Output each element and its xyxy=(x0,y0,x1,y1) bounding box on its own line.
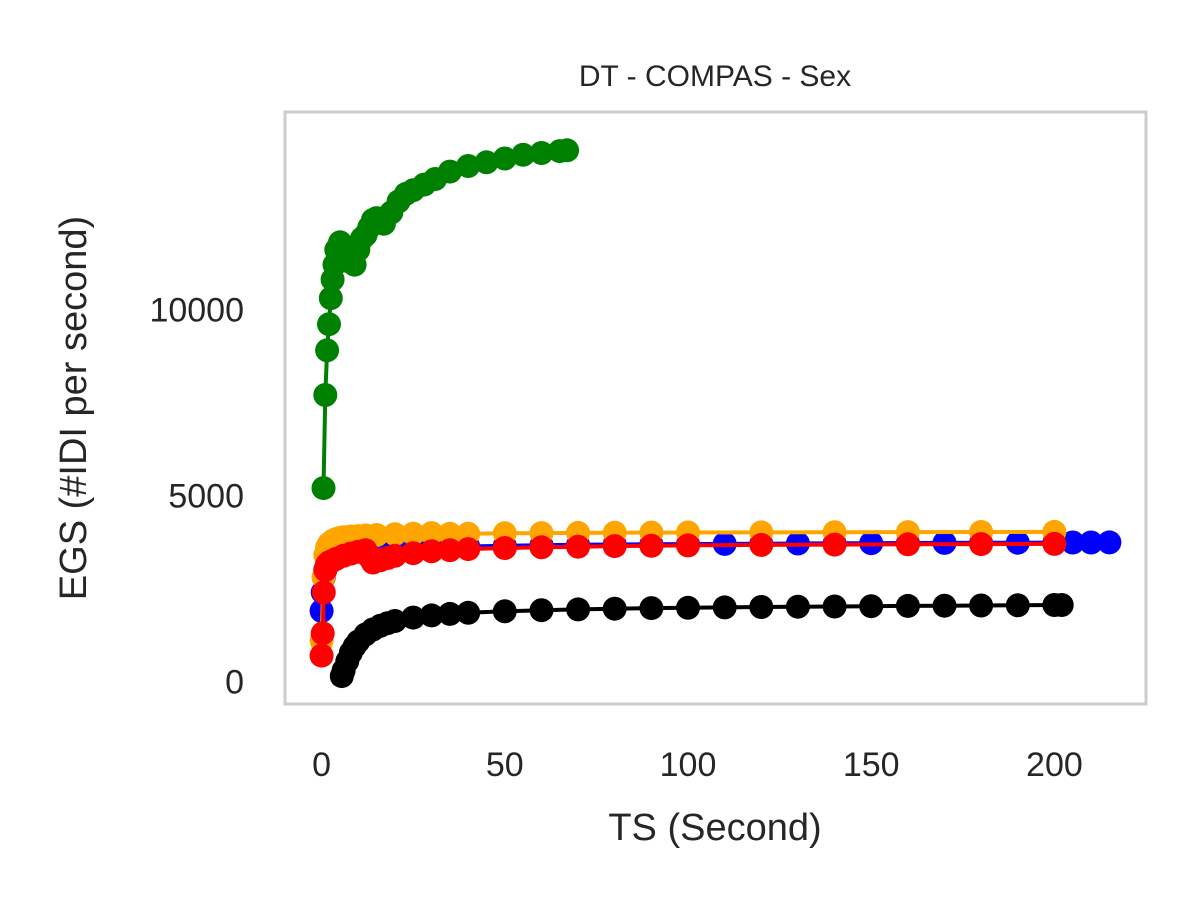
data-point xyxy=(401,541,426,566)
data-point xyxy=(492,599,517,624)
data-point xyxy=(315,338,340,363)
data-point xyxy=(437,538,462,563)
data-point xyxy=(437,601,462,626)
data-point xyxy=(1005,593,1030,618)
data-point xyxy=(822,594,847,619)
data-point xyxy=(529,141,554,165)
data-point xyxy=(822,532,847,557)
series-4 xyxy=(311,138,580,501)
data-point xyxy=(969,593,994,618)
data-point xyxy=(749,532,774,557)
data-point xyxy=(313,383,338,407)
y-axis-label: EGS (#IDI per second) xyxy=(53,216,95,600)
data-point xyxy=(437,521,462,546)
data-point xyxy=(676,533,700,558)
data-point xyxy=(859,594,884,619)
data-point xyxy=(566,534,591,559)
series-3 xyxy=(329,593,1074,689)
data-point xyxy=(437,159,462,184)
y-tick-label: 5000 xyxy=(168,478,244,516)
data-point xyxy=(401,605,426,630)
data-point xyxy=(932,593,957,618)
series-2 xyxy=(309,531,1067,668)
x-tick-label: 50 xyxy=(486,746,524,784)
data-point xyxy=(311,580,336,605)
data-point xyxy=(712,595,737,620)
chart-title: DT - COMPAS - Sex xyxy=(579,60,851,93)
data-point xyxy=(1079,530,1103,555)
data-point xyxy=(639,533,664,558)
data-point xyxy=(529,535,554,560)
data-point xyxy=(895,593,920,618)
data-point xyxy=(1060,530,1085,555)
x-tick-label: 150 xyxy=(843,746,900,784)
data-point xyxy=(676,595,700,620)
data-point xyxy=(419,603,444,628)
data-point xyxy=(456,154,481,178)
data-point xyxy=(382,522,407,547)
x-axis-label: TS (Second) xyxy=(608,807,821,849)
data-point xyxy=(310,621,335,646)
data-point xyxy=(401,521,426,546)
data-point xyxy=(785,594,810,619)
data-point xyxy=(969,532,994,557)
y-tick-label: 10000 xyxy=(149,291,244,329)
data-point xyxy=(311,476,336,501)
data-point xyxy=(529,598,554,623)
data-point xyxy=(382,609,407,633)
x-tick-label: 0 xyxy=(312,746,331,784)
data-point xyxy=(419,539,444,564)
data-point xyxy=(382,543,407,568)
data-point xyxy=(639,596,664,621)
series-layer xyxy=(309,138,1122,689)
data-point xyxy=(317,312,341,337)
data-point xyxy=(1042,531,1067,556)
data-point xyxy=(1097,530,1122,555)
data-point xyxy=(602,596,627,621)
data-point xyxy=(309,643,334,668)
data-point xyxy=(566,597,591,622)
data-point xyxy=(1049,593,1074,617)
data-point xyxy=(419,521,444,546)
data-point xyxy=(456,600,481,625)
data-point xyxy=(511,142,536,167)
y-tick-label: 0 xyxy=(225,664,244,702)
data-point xyxy=(474,150,499,175)
x-tick-label: 200 xyxy=(1026,746,1083,784)
data-point xyxy=(318,286,343,311)
data-point xyxy=(555,138,580,163)
data-point xyxy=(492,146,517,171)
x-tick-labels: 0 50 100 150 200 xyxy=(312,746,1083,784)
data-point xyxy=(749,595,774,619)
y-tick-labels: 0 5000 10000 xyxy=(149,291,244,701)
data-point xyxy=(456,537,481,562)
data-point xyxy=(492,536,517,560)
data-point xyxy=(895,532,920,557)
data-point xyxy=(602,534,627,559)
x-tick-label: 100 xyxy=(660,746,717,784)
